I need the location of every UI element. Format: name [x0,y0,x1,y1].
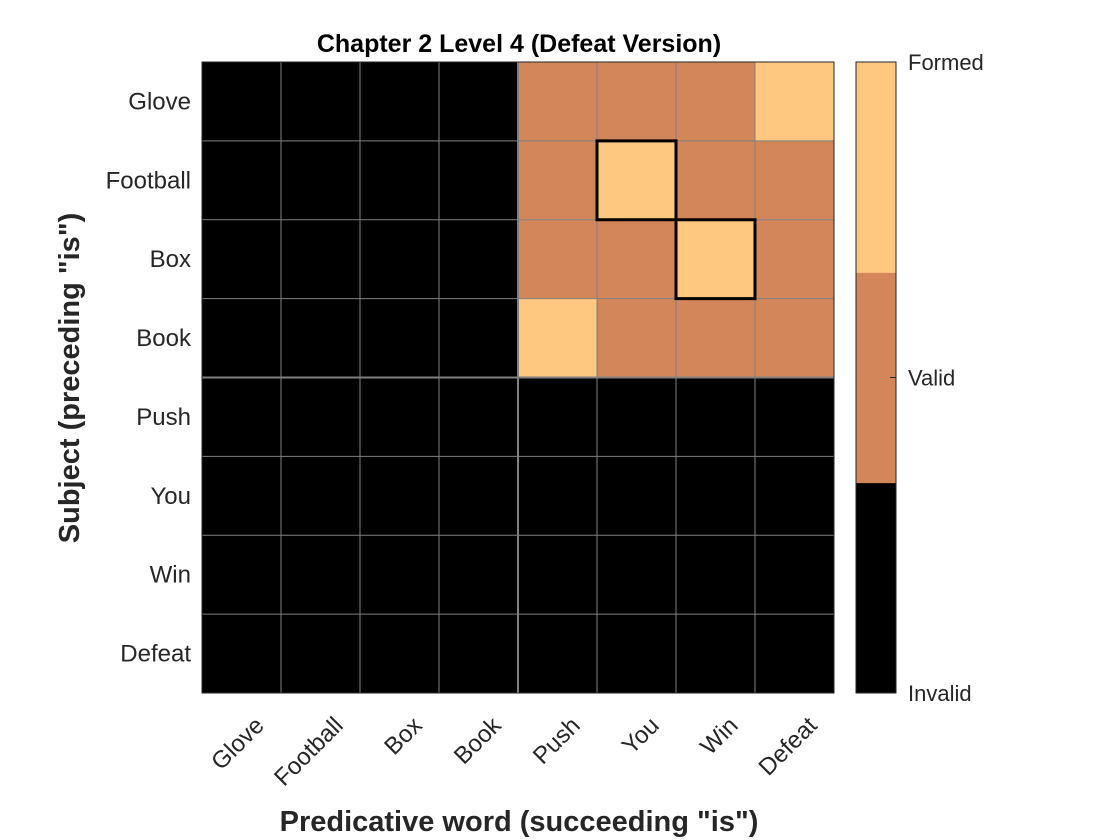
y-tick-label-win: Win [150,562,191,589]
heatmap-cell-push-push [518,377,598,457]
heatmap-cell-glove-you [597,62,677,142]
heatmap-cell-box-push [518,219,598,300]
heatmap-cell-win-book [439,535,519,615]
heatmap-cell-box-defeat [755,219,835,300]
heatmap-cell-push-book [439,377,519,457]
y-tick-labels: Glove Football Box Book Push You Win Defeat [106,88,192,667]
heatmap-cell-you-win [676,456,756,536]
heatmap-cell-push-defeat [755,377,835,457]
heatmap-cell-push-box [360,377,440,457]
plot-frame [201,61,835,694]
heatmap-highlights [595,139,757,301]
x-tick-label-box: Box [379,712,427,760]
heatmap-cell-you-box [360,456,440,536]
heatmap-cell-football-win [676,140,756,221]
colorbar-segment-formed [856,62,896,273]
heatmap-cells [202,62,835,694]
y-tick-label-glove: Glove [128,88,191,115]
y-tick-label-defeat: Defeat [120,641,191,668]
chart-title: Chapter 2 Level 4 (Defeat Version) [317,30,721,58]
heatmap-cell-defeat-book [439,614,519,694]
heatmap-cell-you-book [439,456,519,536]
heatmap-cell-defeat-box [360,614,440,694]
heatmap-cell-box-football [281,219,361,300]
heatmap-cell-box-win [676,219,756,300]
y-axis-label: Subject (preceding "is") [54,213,86,543]
heatmap-cell-defeat-defeat [755,614,835,694]
heatmap-cell-win-defeat [755,535,835,615]
heatmap-cell-defeat-push [518,614,598,694]
highlight-box-box-win [674,218,757,301]
y-tick-label-football: Football [106,167,191,194]
heatmap-gridlines [202,62,834,693]
heatmap-cell-you-glove [202,456,282,536]
heatmap-cell-defeat-football [281,614,361,694]
heatmap-cell-glove-football [281,62,361,142]
heatmap-cell-book-football [281,298,361,378]
heatmap-cell-box-glove [202,219,282,300]
heatmap-cell-book-defeat [755,298,835,378]
heatmap-cell-you-push [518,456,598,536]
heatmap-cell-book-win [676,298,756,378]
heatmap-cell-book-book [439,298,519,378]
heatmap-cell-defeat-win [676,614,756,694]
heatmap-cell-football-glove [202,140,282,221]
highlight-box-football-you [595,139,678,222]
heatmap-cell-win-box [360,535,440,615]
heatmap-cell-football-defeat [755,140,835,221]
heatmap-cell-box-you [597,219,677,300]
x-axis-label: Predicative word (succeeding "is") [280,806,759,838]
heatmap-cell-win-you [597,535,677,615]
heatmap-cell-win-glove [202,535,282,615]
heatmap-cell-glove-box [360,62,440,142]
heatmap-cell-glove-win [676,62,756,142]
heatmap-cell-win-push [518,535,598,615]
heatmap-cell-football-push [518,140,598,221]
heatmap-cell-you-you [597,456,677,536]
heatmap-cell-defeat-glove [202,614,282,694]
colorbar-label-valid: Valid [908,366,955,391]
colorbar-label-formed: Formed [908,50,984,75]
x-tick-label-book: Book [449,711,507,769]
y-tick-label-you: You [151,483,192,510]
heatmap-cell-you-football [281,456,361,536]
heatmap-cell-football-you [597,140,677,221]
heatmap-cell-football-book [439,140,519,221]
colorbar-label-invalid: Invalid [908,681,972,706]
heatmap-cell-win-win [676,535,756,615]
y-tick-label-book: Book [136,325,192,352]
x-tick-label-push: Push [528,712,586,770]
heatmap-cell-book-push [518,298,598,378]
heatmap-cell-football-football [281,140,361,221]
heatmap-cell-book-glove [202,298,282,378]
heatmap-cell-glove-glove [202,62,282,142]
x-tick-label-glove: Glove [206,712,269,775]
heatmap-cell-glove-defeat [755,62,835,142]
colorbar: Invalid Valid Formed [855,50,984,706]
heatmap-cell-push-win [676,377,756,457]
heatmap-cell-glove-book [439,62,519,142]
heatmap-cell-book-box [360,298,440,378]
x-tick-label-win: Win [695,712,743,760]
x-tick-label-football: Football [269,712,348,791]
heatmap-cell-defeat-you [597,614,677,694]
heatmap-cell-box-box [360,219,440,300]
heatmap-cell-push-glove [202,377,282,457]
heatmap-cell-win-football [281,535,361,615]
x-tick-label-defeat: Defeat [754,712,823,781]
x-tick-label-you: You [617,712,665,760]
y-tick-label-push: Push [136,404,191,431]
y-tick-label-box: Box [150,246,191,273]
colorbar-segment-valid [856,272,896,484]
heatmap-cell-glove-push [518,62,598,142]
colorbar-segment-invalid [856,482,896,694]
heatmap-cell-push-football [281,377,361,457]
heatmap-cell-football-box [360,140,440,221]
x-tick-labels: Glove Football Box Book Push You Win Defeat [206,711,823,791]
heatmap-cell-push-you [597,377,677,457]
heatmap-cell-book-you [597,298,677,378]
heatmap-cell-you-defeat [755,456,835,536]
heatmap-cell-box-book [439,219,519,300]
